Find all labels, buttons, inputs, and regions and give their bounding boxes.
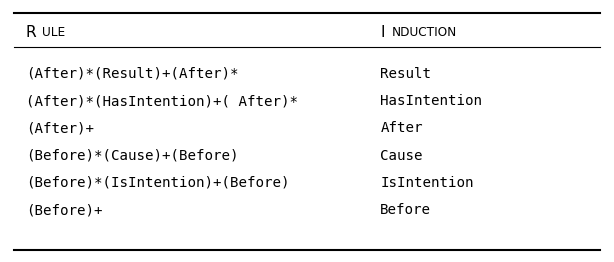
Text: (Before)*(Cause)+(Before): (Before)*(Cause)+(Before): [26, 149, 238, 163]
Text: Result: Result: [380, 67, 432, 81]
Text: (After)*(HasIntention)+( After)*: (After)*(HasIntention)+( After)*: [26, 94, 298, 108]
Text: R: R: [26, 25, 37, 40]
Text: ULE: ULE: [42, 26, 66, 39]
Text: Cause: Cause: [380, 149, 423, 163]
Text: (After)*(Result)+(After)*: (After)*(Result)+(After)*: [26, 67, 238, 81]
Text: HasIntention: HasIntention: [380, 94, 483, 108]
Text: (Before)+: (Before)+: [26, 203, 103, 217]
Text: I: I: [380, 25, 385, 40]
Text: After: After: [380, 121, 423, 135]
Text: Before: Before: [380, 203, 432, 217]
Text: NDUCTION: NDUCTION: [391, 26, 457, 39]
Text: (After)+: (After)+: [26, 121, 94, 135]
Text: IsIntention: IsIntention: [380, 176, 474, 190]
Text: (Before)*(IsIntention)+(Before): (Before)*(IsIntention)+(Before): [26, 176, 289, 190]
